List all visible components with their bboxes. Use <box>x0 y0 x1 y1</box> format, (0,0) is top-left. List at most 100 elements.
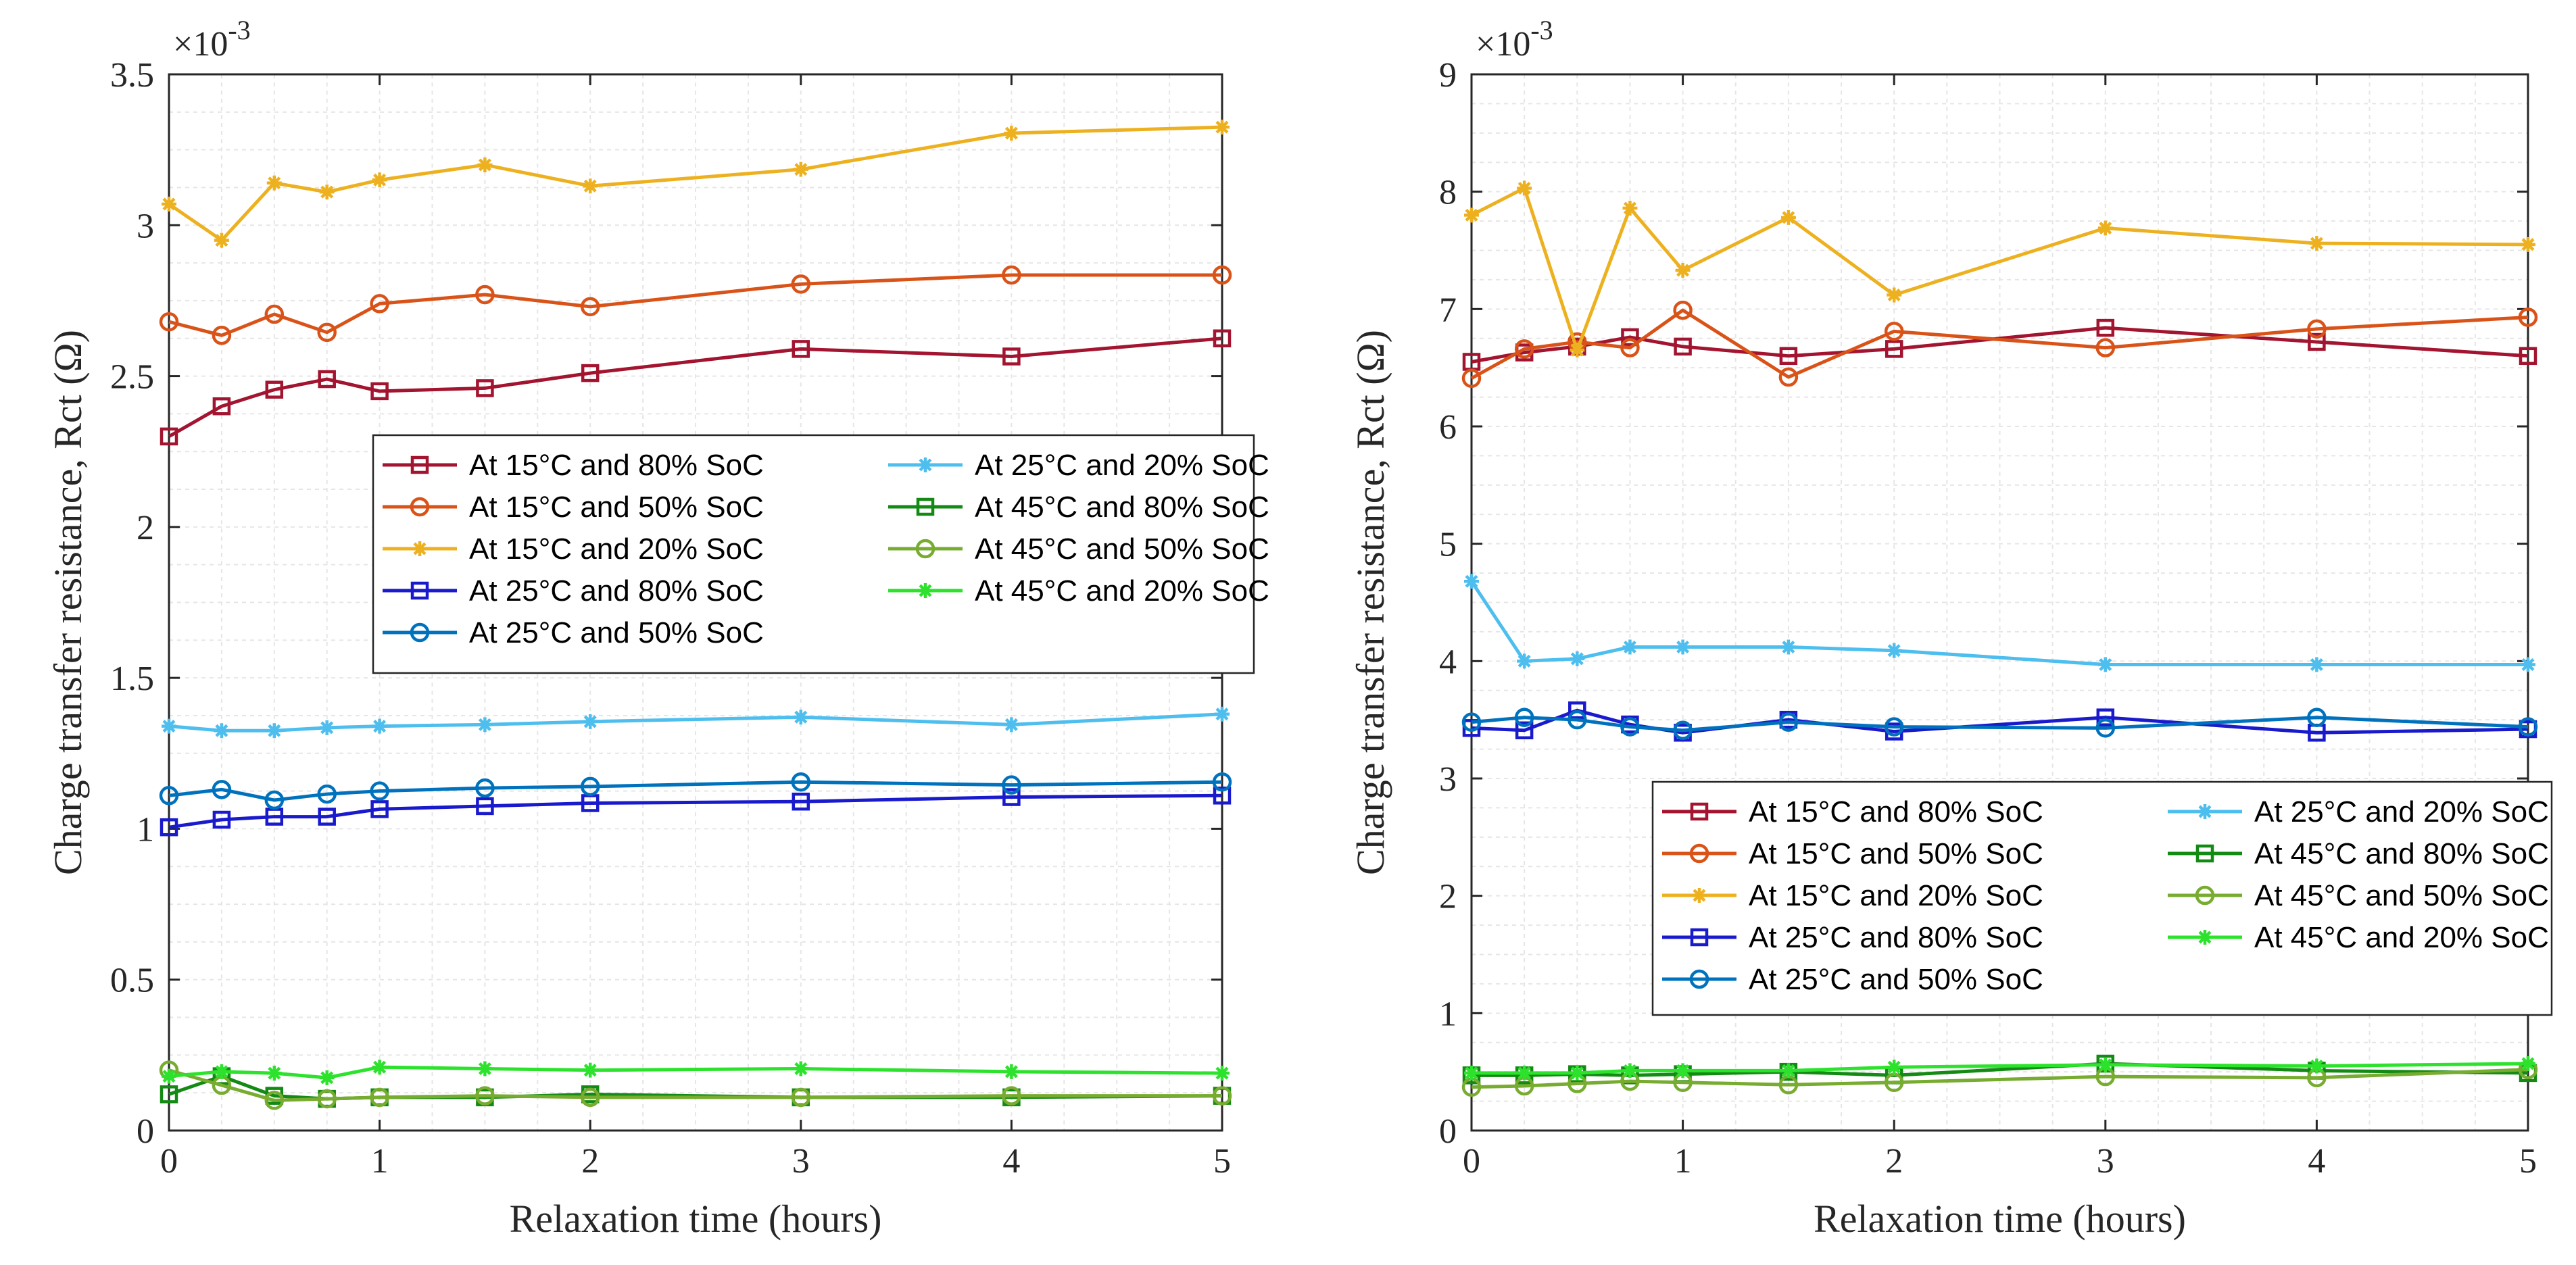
x-tick-label: 3 <box>792 1142 810 1181</box>
legend-marker <box>2195 844 2214 863</box>
data-point <box>159 312 179 332</box>
data-point <box>214 1064 229 1079</box>
legend-label: At 15°C and 50% SoC <box>1749 837 2043 870</box>
legend-item: At 15°C and 50% SoC <box>383 491 764 524</box>
data-point <box>1780 209 1796 225</box>
x-tick-label: 0 <box>1463 1142 1480 1181</box>
data-point <box>266 723 282 739</box>
legend-label: At 25°C and 50% SoC <box>469 616 764 649</box>
data-point <box>212 326 232 345</box>
legend-item: At 15°C and 50% SoC <box>1662 837 2043 870</box>
data-point <box>1212 772 1232 792</box>
data-point <box>476 797 494 816</box>
legend-marker <box>2197 804 2212 819</box>
data-point <box>793 710 808 725</box>
x-tick-label: 2 <box>581 1142 599 1181</box>
legend-item: At 25°C and 80% SoC <box>1662 921 2043 954</box>
legend-box <box>1651 780 2553 1016</box>
series-2 <box>1464 180 2535 358</box>
data-point <box>477 717 493 733</box>
series-line <box>1472 1062 2529 1077</box>
legend-item: At 15°C and 80% SoC <box>383 449 764 482</box>
series-5 <box>162 706 1230 739</box>
y-exponent-label: ×10-3 <box>173 15 251 64</box>
data-point <box>1514 708 1534 727</box>
y-tick-label: 0 <box>137 1112 154 1151</box>
y-tick-label: 3 <box>1439 760 1457 799</box>
legend-label: At 15°C and 80% SoC <box>469 449 764 482</box>
y-tick-label: 4 <box>1439 643 1457 681</box>
data-point <box>214 723 229 739</box>
data-point <box>162 1068 176 1084</box>
data-point <box>159 786 179 805</box>
y-tick-label: 2 <box>137 509 154 547</box>
data-point <box>1778 712 1799 732</box>
legend-marker <box>412 541 427 556</box>
x-tick-label: 1 <box>1674 1142 1692 1181</box>
plot-frame <box>1470 73 2529 1132</box>
legend-label: At 45°C and 20% SoC <box>975 574 1269 607</box>
exponent-base: ×10 <box>1476 25 1530 64</box>
data-point <box>2309 1058 2325 1074</box>
legend: At 15°C and 80% SoC At 15°C and 50% SoC At… <box>372 434 1269 674</box>
x-tick-label: 2 <box>1885 1142 1903 1181</box>
x-tick-label: 3 <box>2097 1142 2114 1181</box>
data-point <box>583 178 598 194</box>
legend-item: At 45°C and 80% SoC <box>2168 837 2549 870</box>
data-point <box>1213 787 1232 805</box>
series-line <box>168 780 1223 802</box>
data-point <box>475 284 495 305</box>
data-point <box>370 382 389 401</box>
data-point <box>1568 710 1587 730</box>
data-point <box>791 1087 811 1108</box>
y-tick-label: 8 <box>1439 174 1457 212</box>
data-point <box>372 718 387 734</box>
y-exponent-label: ×10-3 <box>1476 15 1553 64</box>
data-point <box>580 1087 600 1108</box>
data-point <box>266 175 282 191</box>
legend-marker <box>1690 928 1709 947</box>
legend-item: At 45°C and 50% SoC <box>2168 879 2549 912</box>
data-point <box>1570 343 1585 358</box>
series-line <box>1471 1068 2529 1089</box>
y-tick-label: 3 <box>137 207 154 245</box>
data-point <box>2097 1057 2113 1072</box>
legend-marker <box>1692 888 1707 903</box>
data-point <box>1673 300 1693 320</box>
data-point <box>1675 1063 1691 1078</box>
data-point <box>583 714 598 729</box>
data-point <box>1215 706 1230 722</box>
data-point <box>1570 651 1585 666</box>
legend-marker <box>410 622 430 643</box>
legend-marker <box>1690 802 1709 821</box>
legend-marker <box>410 455 429 474</box>
data-point <box>319 184 335 200</box>
data-point <box>1885 340 1903 358</box>
data-point <box>212 780 232 799</box>
data-point <box>212 810 231 829</box>
data-point <box>1884 717 1904 737</box>
legend-item: At 25°C and 50% SoC <box>1662 963 2043 996</box>
x-tick-label: 5 <box>2519 1142 2537 1181</box>
series-4 <box>159 772 1232 810</box>
data-point <box>1887 643 1902 658</box>
data-point <box>1622 639 1638 655</box>
data-point <box>580 297 600 317</box>
data-point <box>372 1060 387 1075</box>
data-point <box>475 1086 495 1106</box>
data-point <box>1461 712 1482 732</box>
data-point <box>581 364 600 382</box>
legend-marker <box>2197 930 2212 945</box>
legend-item: At 15°C and 20% SoC <box>1662 879 2043 912</box>
data-point <box>214 232 229 248</box>
series-8 <box>162 1060 1230 1085</box>
x-tick-label: 5 <box>1213 1142 1231 1181</box>
series-5 <box>1464 574 2535 672</box>
data-point <box>2519 347 2537 366</box>
data-point <box>1675 263 1691 278</box>
data-point <box>1464 1065 1479 1081</box>
legend-box <box>372 434 1255 674</box>
series-8 <box>1464 1056 2535 1081</box>
legend-item: At 25°C and 20% SoC <box>888 449 1269 482</box>
